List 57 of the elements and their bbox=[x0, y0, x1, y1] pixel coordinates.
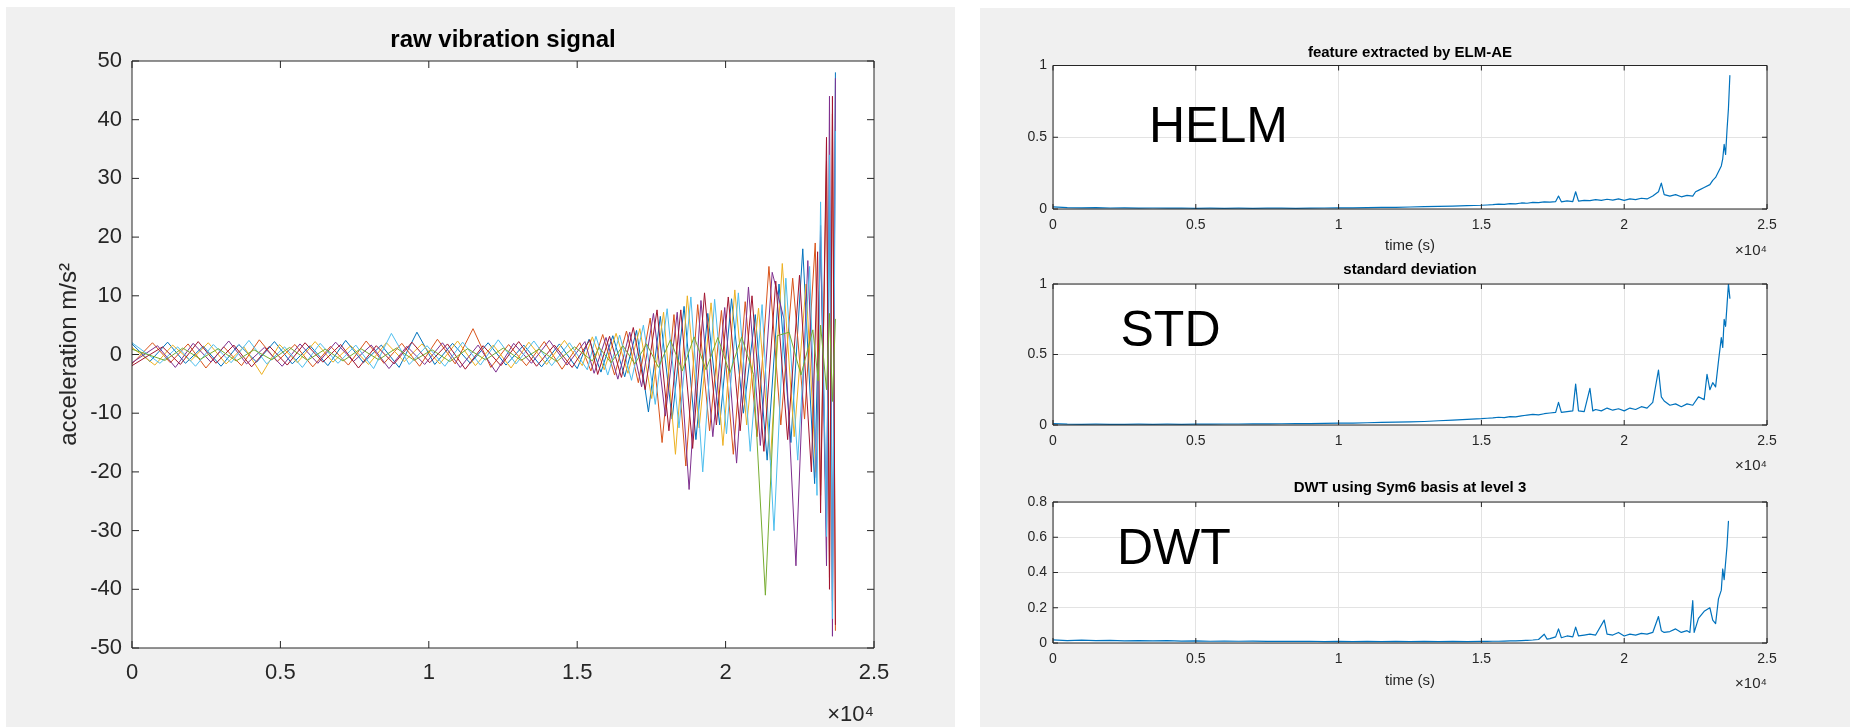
y-tick-label: 0 bbox=[109, 340, 122, 366]
y-tick-label: -50 bbox=[90, 634, 122, 660]
chart-title: raw vibration signal bbox=[390, 24, 616, 52]
x-tick-label: 1.5 bbox=[1471, 431, 1492, 448]
y-tick-label: 0.5 bbox=[1027, 128, 1048, 145]
y-tick-label: 0.4 bbox=[1027, 563, 1048, 580]
x-tick-label: 2 bbox=[1620, 215, 1629, 232]
x-tick-label: 2 bbox=[1620, 649, 1629, 666]
y-tick-label: 30 bbox=[97, 164, 122, 190]
text: ×10⁴ bbox=[827, 701, 874, 727]
text: ×10⁴ bbox=[1735, 456, 1767, 474]
y-tick-label: 0.6 bbox=[1027, 528, 1048, 545]
y-tick-label: 1 bbox=[1039, 274, 1048, 291]
x-tick-label: 1.5 bbox=[561, 659, 593, 685]
y-tick-label: 0 bbox=[1039, 633, 1048, 650]
x-tick-label: 2 bbox=[1620, 431, 1629, 448]
chart-title: feature extracted by ELM-AE bbox=[1307, 43, 1513, 61]
x-tick-label: 0.5 bbox=[1186, 649, 1206, 666]
y-tick-label: 0.2 bbox=[1027, 598, 1048, 615]
x-tick-label: 1 bbox=[422, 659, 435, 685]
chart-title: DWT using Sym6 basis at level 3 bbox=[1293, 478, 1527, 496]
y-tick-label: -10 bbox=[90, 399, 122, 425]
x-tick-label: 2.5 bbox=[858, 659, 890, 685]
text: ×10⁴ bbox=[1735, 241, 1767, 259]
x-tick-label: 2 bbox=[719, 659, 732, 685]
x-tick-label: 2.5 bbox=[1757, 649, 1777, 666]
y-tick-label: -30 bbox=[90, 516, 122, 542]
annotation: DWT bbox=[1117, 519, 1231, 575]
x-tick-label: 0 bbox=[125, 659, 139, 685]
chart-title: standard deviation bbox=[1343, 260, 1477, 278]
x-tick-label: 1.5 bbox=[1471, 649, 1492, 666]
y-tick-label: 0.5 bbox=[1027, 345, 1048, 362]
y-tick-label: 10 bbox=[97, 281, 122, 307]
x-tick-label: 1 bbox=[1334, 431, 1343, 448]
x-tick-label: 1.5 bbox=[1471, 215, 1492, 232]
x-tick-label: 2.5 bbox=[1757, 215, 1777, 232]
x-axis-title: time (s) bbox=[1385, 671, 1435, 689]
y-tick-label: -20 bbox=[90, 457, 122, 483]
x-tick-label: 1 bbox=[1334, 215, 1343, 232]
x-tick-label: 0.5 bbox=[265, 659, 296, 685]
x-tick-label: 1 bbox=[1334, 649, 1343, 666]
y-axis-title: acceleration m/s² bbox=[53, 263, 81, 446]
text: ×10⁴ bbox=[1735, 674, 1767, 692]
annotation: STD bbox=[1120, 300, 1221, 357]
annotation: HELM bbox=[1149, 97, 1288, 153]
y-tick-label: 50 bbox=[97, 47, 122, 73]
y-tick-label: 20 bbox=[97, 223, 122, 249]
y-tick-label: 0.8 bbox=[1027, 492, 1048, 509]
y-tick-label: 0 bbox=[1039, 199, 1048, 216]
x-tick-label: 0.5 bbox=[1186, 431, 1206, 448]
y-tick-label: 40 bbox=[97, 105, 122, 131]
y-tick-label: -40 bbox=[90, 575, 122, 601]
x-axis-title: time (s) bbox=[1385, 236, 1435, 254]
x-tick-label: 2.5 bbox=[1757, 431, 1777, 448]
x-tick-label: 0.5 bbox=[1186, 215, 1206, 232]
y-tick-label: 1 bbox=[1039, 56, 1048, 73]
y-tick-label: 0 bbox=[1039, 415, 1048, 432]
